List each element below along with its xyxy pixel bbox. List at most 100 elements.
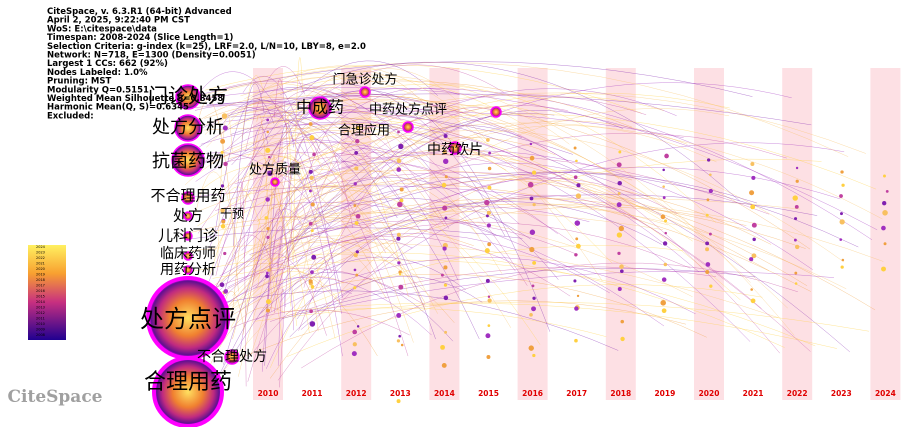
node [353, 268, 357, 272]
node [310, 270, 314, 274]
node [396, 158, 402, 164]
node [573, 146, 577, 150]
node [660, 214, 666, 220]
node [309, 321, 316, 327]
link [205, 267, 426, 306]
link [197, 186, 378, 212]
year-label: 2014 [434, 389, 455, 398]
node [751, 253, 757, 259]
header-line: Harmonic Mean(Q, S)=0.6345 [47, 103, 189, 113]
node [750, 204, 756, 210]
node [265, 147, 271, 153]
node [792, 195, 798, 201]
node [529, 229, 536, 235]
node [532, 202, 536, 207]
node [705, 213, 709, 217]
node [486, 354, 491, 359]
node [841, 258, 845, 262]
node [620, 269, 624, 273]
link [298, 153, 693, 242]
link [244, 253, 327, 336]
node [308, 189, 312, 193]
link [197, 71, 344, 298]
node [662, 196, 666, 200]
node [749, 257, 754, 262]
keyword-label: 中成药 [296, 98, 344, 117]
keyword-node [183, 251, 193, 261]
node [839, 219, 845, 225]
node [795, 179, 799, 183]
link [194, 171, 238, 248]
node [794, 271, 798, 275]
link [277, 288, 286, 366]
node [308, 279, 313, 284]
link [291, 177, 559, 280]
link [294, 121, 700, 273]
node [353, 286, 357, 290]
link [251, 156, 312, 261]
link [193, 152, 332, 228]
year-label: 2010 [258, 389, 279, 398]
header-line: Modularity Q=0.5151 [47, 85, 149, 95]
link [242, 87, 359, 335]
link [277, 194, 638, 381]
link [274, 208, 295, 331]
node [353, 252, 358, 258]
keyword-node [270, 177, 280, 187]
node [398, 284, 404, 290]
node [882, 201, 887, 206]
node [220, 224, 226, 229]
node [487, 185, 492, 190]
node [223, 251, 227, 256]
year-label: 2013 [390, 389, 411, 398]
keyword-label: 干预 [220, 207, 244, 221]
link [269, 106, 550, 368]
node [486, 138, 490, 142]
link [300, 83, 506, 237]
link [255, 94, 647, 194]
node [620, 336, 625, 342]
keyword-node [224, 349, 240, 365]
header-line: WoS: E:\citespace\data [47, 24, 157, 34]
node [793, 238, 797, 242]
node [355, 273, 359, 277]
link [240, 181, 247, 387]
keyword-label: 用药分析 [160, 262, 216, 278]
link [297, 126, 426, 146]
link [223, 160, 358, 365]
node [267, 170, 273, 177]
node [223, 289, 229, 294]
link [265, 289, 352, 369]
node [311, 254, 317, 260]
year-label: 2017 [566, 389, 587, 398]
node [617, 180, 622, 186]
header-line: Largest 1 CCs: 662 (92%) [47, 59, 168, 69]
node [308, 169, 313, 174]
link [231, 206, 747, 316]
link [206, 101, 850, 353]
link [303, 171, 859, 248]
node [529, 155, 535, 161]
link [269, 73, 393, 124]
node [220, 184, 225, 188]
legend-year: 2013 [36, 306, 45, 310]
node [664, 219, 668, 223]
node [221, 219, 226, 224]
link [276, 105, 568, 233]
link [214, 262, 378, 357]
link [241, 75, 264, 140]
node [575, 237, 579, 241]
node [396, 313, 402, 318]
node [752, 237, 756, 242]
node [573, 279, 577, 283]
link [268, 183, 812, 292]
link [239, 271, 454, 342]
link [267, 84, 717, 224]
node [749, 190, 755, 196]
node [840, 265, 844, 269]
node [397, 261, 401, 265]
link [276, 137, 320, 269]
link [212, 259, 816, 347]
legend-year: 2015 [36, 295, 45, 299]
node [794, 204, 799, 209]
